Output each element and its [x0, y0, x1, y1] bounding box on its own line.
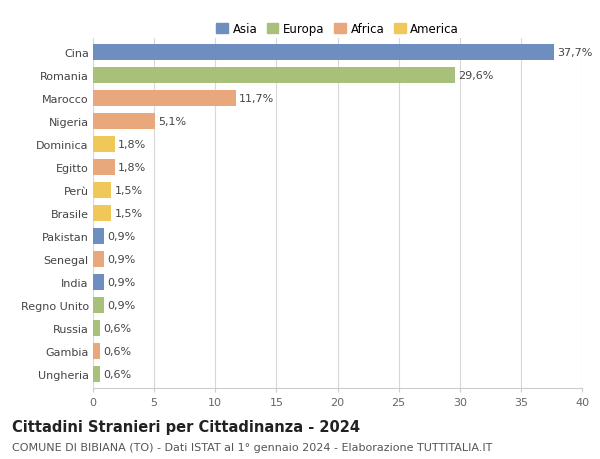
Bar	[93, 91, 236, 106]
Text: 0,9%: 0,9%	[107, 254, 136, 264]
Text: 1,8%: 1,8%	[118, 162, 146, 173]
Text: Cittadini Stranieri per Cittadinanza - 2024: Cittadini Stranieri per Cittadinanza - 2…	[12, 419, 360, 434]
Bar	[93, 160, 115, 175]
Text: 29,6%: 29,6%	[458, 71, 493, 81]
Bar	[93, 183, 112, 198]
Bar	[93, 206, 112, 221]
Bar	[93, 343, 100, 359]
Bar	[93, 252, 104, 267]
Text: 11,7%: 11,7%	[239, 94, 274, 104]
Text: 0,9%: 0,9%	[107, 300, 136, 310]
Text: 1,5%: 1,5%	[115, 208, 143, 218]
Text: 0,9%: 0,9%	[107, 231, 136, 241]
Text: 0,9%: 0,9%	[107, 277, 136, 287]
Bar	[93, 137, 115, 152]
Text: COMUNE DI BIBIANA (TO) - Dati ISTAT al 1° gennaio 2024 - Elaborazione TUTTITALIA: COMUNE DI BIBIANA (TO) - Dati ISTAT al 1…	[12, 442, 493, 452]
Text: 0,6%: 0,6%	[103, 346, 131, 356]
Text: 0,6%: 0,6%	[103, 323, 131, 333]
Text: 0,6%: 0,6%	[103, 369, 131, 379]
Text: 1,8%: 1,8%	[118, 140, 146, 150]
Bar	[93, 320, 100, 336]
Bar	[93, 274, 104, 290]
Legend: Asia, Europa, Africa, America: Asia, Europa, Africa, America	[214, 21, 461, 38]
Bar	[93, 114, 155, 129]
Bar	[93, 297, 104, 313]
Text: 1,5%: 1,5%	[115, 185, 143, 196]
Bar	[93, 68, 455, 84]
Bar	[93, 229, 104, 244]
Bar	[93, 45, 554, 61]
Text: 37,7%: 37,7%	[557, 48, 592, 58]
Bar	[93, 366, 100, 382]
Text: 5,1%: 5,1%	[158, 117, 187, 127]
